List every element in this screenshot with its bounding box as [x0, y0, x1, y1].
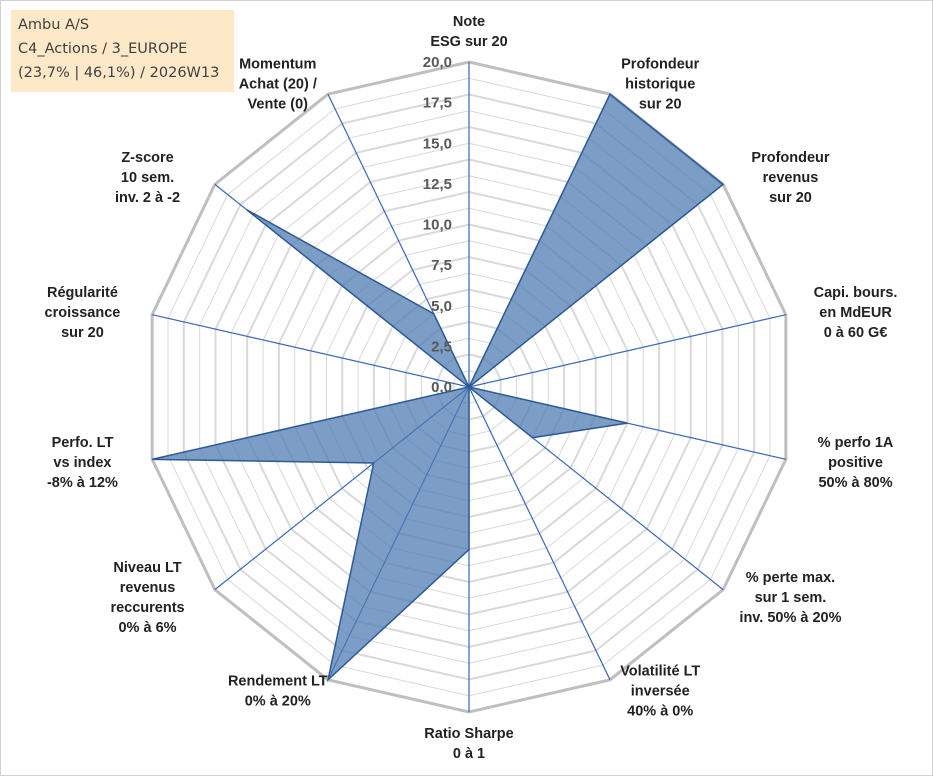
radar-axis-label-line: positive [828, 455, 883, 471]
radar-axis-label-line: revenus [120, 580, 176, 596]
radar-tick-label: 12,5 [423, 176, 452, 193]
radar-axis-label-line: Rendement LT [228, 674, 328, 690]
radar-axis-label-line: Volatilité LT [620, 664, 700, 680]
radar-axis-label-line: Capi. bours. [814, 285, 898, 301]
radar-axis-label-line: vs index [53, 455, 111, 471]
radar-tick-label: 10,0 [423, 217, 452, 234]
radar-axis-label-line: % perte max. [746, 570, 835, 586]
stock-stats: (23,7% | 46,1%) / 2026W13 [18, 65, 220, 81]
radar-axis-label: Z-score 10 sem. inv. 2 à -2 [115, 150, 180, 206]
radar-axis-label: Profondeur historique sur 20 [621, 56, 699, 112]
radar-axis-label: Régularité croissance sur 20 [45, 285, 121, 341]
radar-axis-label-line: 10 sem. [121, 170, 174, 186]
radar-axis-label: Capi. bours. en MdEUR 0 à 60 G€ [814, 285, 898, 341]
radar-axis-label-line: Niveau LT [113, 560, 181, 576]
radar-tick-label: 15,0 [423, 135, 452, 152]
radar-series [151, 93, 725, 682]
radar-axis-label-line: historique [625, 76, 695, 92]
radar-axis-label: Ratio Sharpe 0 à 1 [424, 726, 513, 762]
stock-category: C4_Actions / 3_EUROPE [18, 41, 188, 57]
radar-tick-label: 5,0 [431, 298, 452, 315]
radar-axis-label-line: 0% à 6% [118, 620, 176, 636]
radar-axis-labels: Note ESG sur 20 Profondeur historique sur 20… [45, 14, 898, 762]
radar-axis-label: Volatilité LT inversée 40% à 0% [620, 664, 700, 720]
radar-axis-label-line: sur 20 [639, 96, 682, 112]
radar-axis-label-line: 0% à 20% [245, 694, 311, 710]
radar-axis-label-line: 50% à 80% [818, 475, 892, 491]
radar-axis-label-line: 40% à 0% [627, 704, 693, 720]
radar-axis-label: Momentum Achat (20) / Vente (0) [239, 56, 317, 112]
radar-axis-label-line: Profondeur [751, 150, 829, 166]
radar-axis-label-line: % perfo 1A [818, 435, 894, 451]
stock-info-box: Ambu A/S C4_Actions / 3_EUROPE (23,7% | … [11, 10, 234, 92]
radar-axis-label-line: Vente (0) [248, 96, 309, 112]
radar-spoke [468, 386, 611, 681]
radar-axis-label-line: reccurents [110, 600, 184, 616]
radar-axis-label-line: 0 à 1 [453, 746, 485, 762]
radar-spoke [468, 314, 786, 388]
radar-axis-label-line: inv. 50% à 20% [739, 610, 841, 626]
radar-tick-labels: 0,0 2,5 5,0 7,5 10,0 12,5 15,0 17,5 20,0 [423, 54, 452, 396]
radar-axis-label: Profondeur revenus sur 20 [751, 150, 829, 206]
radar-axis-label: Niveau LT revenus reccurents 0% à 6% [110, 560, 184, 636]
radar-tick-label: 2,5 [431, 338, 452, 355]
radar-tick-label: 20,0 [423, 54, 452, 71]
radar-axis-label-line: Ratio Sharpe [424, 726, 513, 742]
radar-axis-label-line: 0 à 60 G€ [824, 325, 888, 341]
radar-axis-label-line: sur 20 [61, 325, 104, 341]
radar-axis-label-line: Profondeur [621, 56, 699, 72]
radar-axis-label-line: croissance [45, 305, 121, 321]
radar-tick-label: 0,0 [431, 379, 452, 396]
radar-axis-label-line: Achat (20) / [239, 76, 317, 92]
radar-series-area [151, 93, 725, 682]
radar-axis-label-line: Z-score [121, 150, 173, 166]
radar-axis-label-line: Momentum [239, 56, 316, 72]
radar-axis-label-line: inversée [631, 684, 690, 700]
stock-name: Ambu A/S [18, 17, 90, 33]
radar-axis-label-line: sur 1 sem. [755, 590, 827, 606]
radar-axis-label-line: Note [453, 14, 485, 30]
radar-axis-label-line: -8% à 12% [47, 475, 118, 491]
radar-axis-label-line: ESG sur 20 [430, 34, 507, 50]
radar-axis-label: Perfo. LT vs index -8% à 12% [47, 435, 118, 491]
radar-tick-label: 17,5 [423, 95, 452, 112]
radar-axis-label: % perfo 1A positive 50% à 80% [818, 435, 894, 491]
radar-axis-label-line: revenus [763, 170, 819, 186]
radar-spoke [152, 314, 470, 388]
radar-axis-label-line: Perfo. LT [52, 435, 114, 451]
radar-tick-label: 7,5 [431, 257, 452, 274]
radar-axis-label-line: sur 20 [769, 190, 812, 206]
radar-axis-label: % perte max. sur 1 sem. inv. 50% à 20% [739, 570, 841, 626]
radar-axis-label-line: inv. 2 à -2 [115, 190, 180, 206]
radar-axis-label: Note ESG sur 20 [430, 14, 507, 50]
radar-axis-label-line: en MdEUR [819, 305, 892, 321]
radar-axis-label: Rendement LT 0% à 20% [228, 674, 328, 710]
radar-axis-label-line: Régularité [47, 285, 118, 301]
